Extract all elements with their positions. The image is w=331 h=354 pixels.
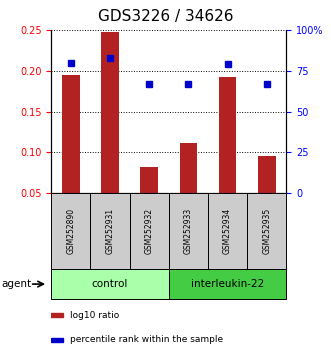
Text: GSM252890: GSM252890 — [67, 208, 75, 254]
Text: GSM252932: GSM252932 — [145, 208, 154, 254]
Bar — [219, 77, 236, 193]
Bar — [140, 167, 158, 193]
Text: agent: agent — [2, 279, 32, 289]
Bar — [62, 75, 80, 193]
Bar — [130, 193, 169, 269]
Bar — [169, 269, 286, 299]
Text: interleukin-22: interleukin-22 — [191, 279, 264, 289]
Bar — [51, 269, 169, 299]
Bar — [208, 193, 247, 269]
Text: log10 ratio: log10 ratio — [70, 310, 119, 320]
Bar — [180, 143, 197, 193]
Bar — [258, 156, 275, 193]
Text: GSM252933: GSM252933 — [184, 208, 193, 254]
Bar — [247, 193, 286, 269]
Text: percentile rank within the sample: percentile rank within the sample — [70, 335, 223, 344]
Bar — [51, 313, 63, 317]
Text: control: control — [92, 279, 128, 289]
Text: GDS3226 / 34626: GDS3226 / 34626 — [98, 9, 233, 24]
Text: GSM252935: GSM252935 — [262, 208, 271, 254]
Bar — [51, 338, 63, 342]
Bar — [101, 32, 119, 193]
Text: GSM252931: GSM252931 — [106, 208, 115, 254]
Bar — [169, 193, 208, 269]
Bar — [90, 193, 130, 269]
Text: GSM252934: GSM252934 — [223, 208, 232, 254]
Bar — [51, 193, 90, 269]
